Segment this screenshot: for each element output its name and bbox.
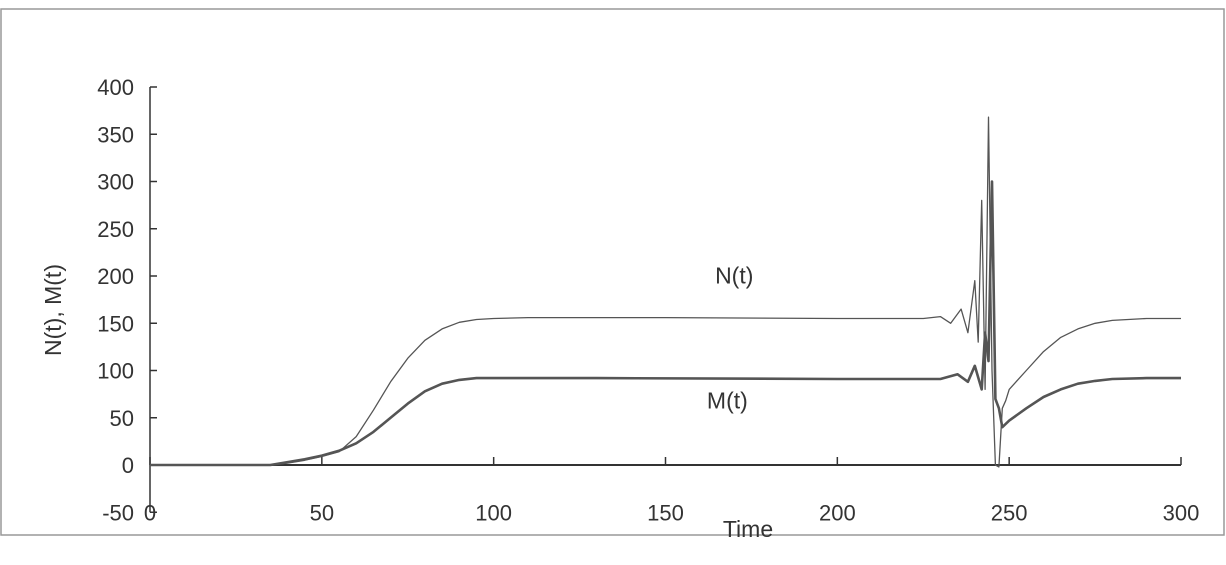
y-tick-label: 350 — [97, 122, 134, 147]
x-tick-label: 150 — [647, 500, 684, 525]
series-label-n: N(t) — [715, 263, 753, 289]
x-tick-label: 0 — [144, 500, 156, 525]
y-tick-label: 100 — [97, 359, 134, 384]
series-label-m: M(t) — [707, 387, 748, 413]
tick-labels: -50 0 50 100 150 200 250 300 350 400 0 50 100 150 200 2… — [97, 75, 1199, 525]
plot-area — [150, 116, 1181, 468]
x-axis-title: Time — [723, 516, 773, 542]
axes — [149, 86, 1182, 513]
series-line-n — [150, 116, 1181, 468]
x-tick-label: 50 — [310, 500, 334, 525]
y-tick-label: 300 — [97, 170, 134, 195]
x-tick-label: 100 — [475, 500, 512, 525]
y-tick-label: 400 — [97, 75, 134, 100]
y-axis-title: N(t), M(t) — [40, 264, 66, 356]
y-tick-label: 200 — [97, 264, 134, 289]
series-line-m — [150, 180, 1181, 467]
x-tick-label: 300 — [1163, 500, 1200, 525]
y-tick-label: 250 — [97, 217, 134, 242]
x-tick-label: 250 — [991, 500, 1028, 525]
chart-frame — [0, 8, 1225, 536]
y-tick-label: -50 — [102, 500, 134, 525]
y-tick-label: 50 — [110, 406, 134, 431]
x-tick-label: 200 — [819, 500, 856, 525]
y-tick-label: 0 — [122, 453, 134, 478]
y-tick-label: 150 — [97, 311, 134, 336]
